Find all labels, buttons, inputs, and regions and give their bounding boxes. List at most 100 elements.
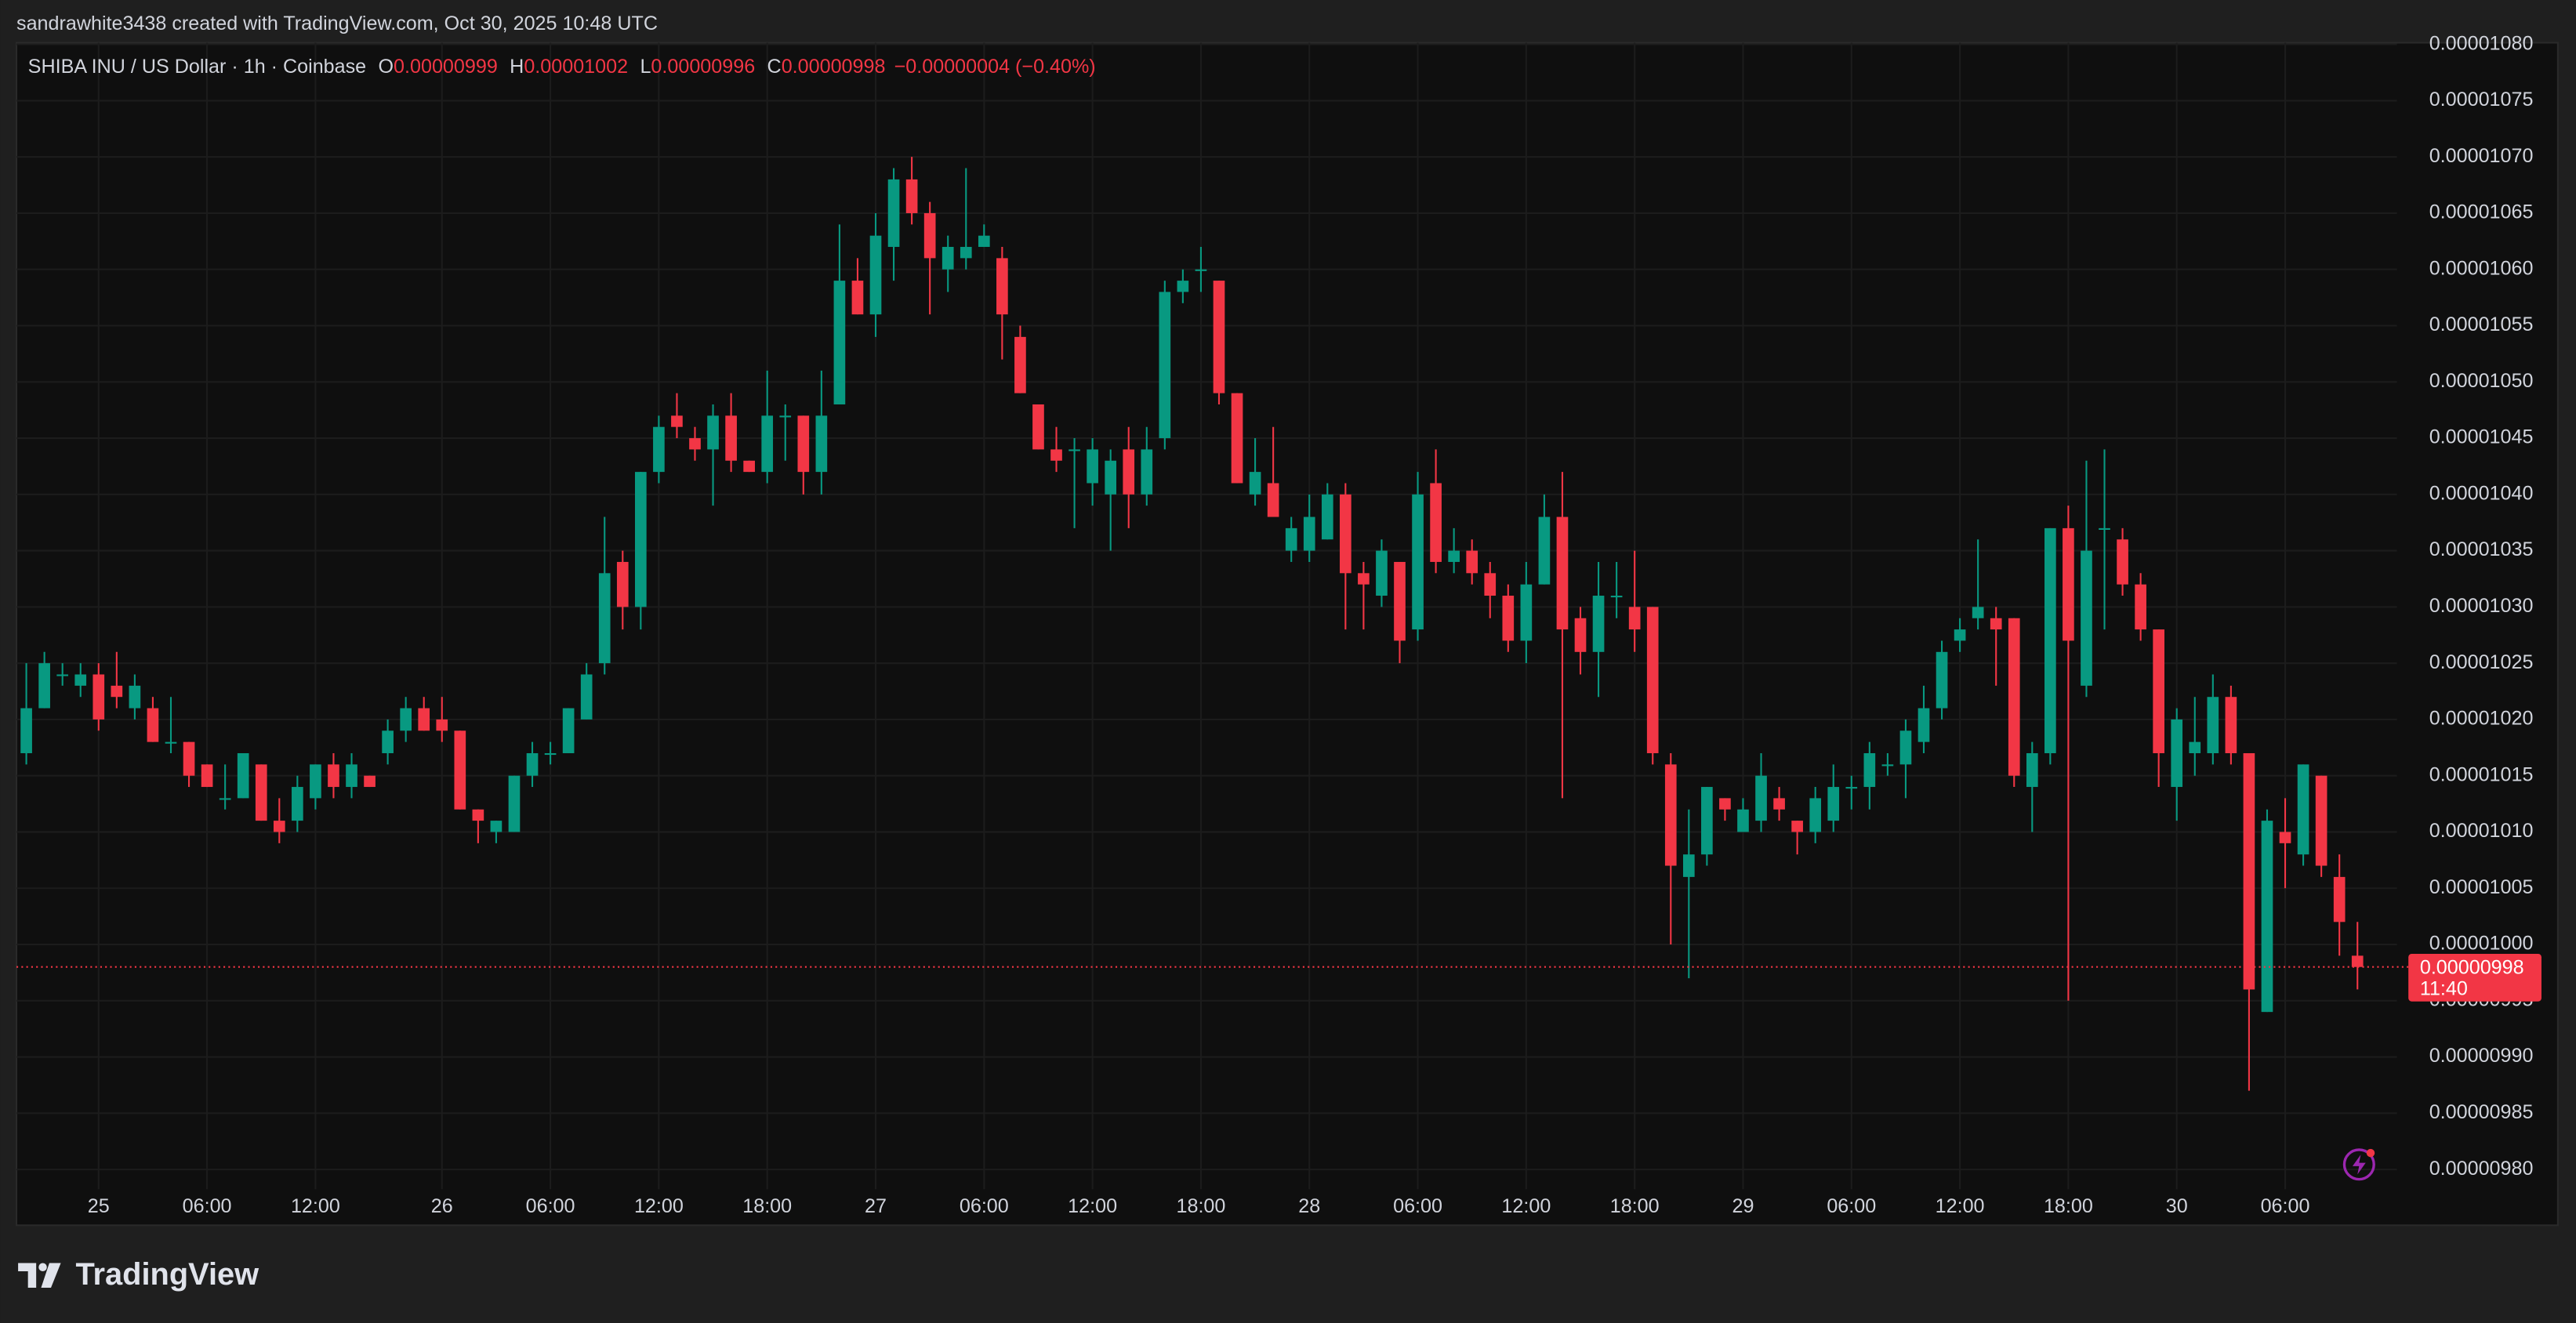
- y-tick-label: 0.00001060: [2429, 257, 2534, 279]
- candles: [16, 157, 2409, 1091]
- candle-body: [1466, 550, 1478, 574]
- candle-body: [707, 415, 719, 450]
- countdown: 11:40: [2420, 978, 2468, 1000]
- y-tick-label: 0.00001080: [2429, 32, 2534, 54]
- y-tick-label: 0.00001030: [2429, 595, 2534, 617]
- candle-body: [129, 685, 141, 709]
- candle-body: [1177, 281, 1189, 292]
- candle-body: [887, 179, 900, 248]
- y-tick-label: 0.00001070: [2429, 145, 2534, 167]
- x-tick-label: 06:00: [526, 1195, 575, 1217]
- candle-body: [942, 247, 954, 270]
- candle-body: [255, 764, 267, 821]
- candle-body: [310, 764, 321, 799]
- candle-body: [833, 281, 846, 404]
- candle-body: [2207, 697, 2219, 753]
- y-tick-label: 0.00001000: [2429, 933, 2534, 955]
- x-tick-label: 18:00: [2044, 1195, 2093, 1217]
- candle-body: [2063, 527, 2074, 641]
- change: −0.00000004 (−0.40%): [894, 56, 1096, 78]
- candle-body: [472, 809, 484, 821]
- ohlc-label: O: [379, 56, 394, 78]
- candle-body: [779, 415, 792, 418]
- candle-body: [147, 708, 159, 742]
- candle-body: [1845, 787, 1858, 789]
- y-tick-label: 0.00001020: [2429, 708, 2534, 730]
- axes: 0.00001080 0.00001075 0.00001070 0.00001065…: [88, 32, 2542, 1217]
- x-tick-label: 28: [1298, 1195, 1320, 1217]
- candle-body: [653, 426, 665, 473]
- candle-body: [436, 719, 448, 731]
- candle-body: [580, 674, 593, 719]
- candle-body: [237, 752, 249, 799]
- candle-body: [1719, 798, 1731, 810]
- ohlc-value: 0.00000998: [782, 56, 886, 78]
- ohlc-value: 0.00000999: [394, 56, 498, 78]
- y-tick-label: 0.00001050: [2429, 370, 2534, 392]
- x-tick-label: 18:00: [1610, 1195, 1660, 1217]
- x-tick-label: 29: [1732, 1195, 1754, 1217]
- legend-row: SHIBA INU / US Dollar · 1h · Coinbase O0…: [28, 56, 1096, 78]
- candle-body: [1448, 550, 1460, 562]
- x-tick-label: 12:00: [1936, 1195, 1985, 1217]
- candle-body: [797, 415, 810, 473]
- candle-body: [1321, 494, 1333, 540]
- candle-body: [292, 787, 303, 821]
- ohlc-label: C: [767, 56, 782, 78]
- y-tick-label: 0.00001015: [2429, 763, 2534, 785]
- candle-body: [1899, 730, 1912, 765]
- x-tick-label: 12:00: [1068, 1195, 1117, 1217]
- candle-body: [562, 708, 575, 753]
- candle-body: [1628, 607, 1641, 630]
- symbol: SHIBA INU / US Dollar · 1h · Coinbase: [28, 56, 366, 78]
- ohlc-label: H: [510, 56, 524, 78]
- candle-body: [1376, 550, 1388, 596]
- y-tick-label: 0.00001055: [2429, 314, 2534, 335]
- y-tick-label: 0.00001035: [2429, 538, 2534, 560]
- candle-body: [1556, 517, 1569, 630]
- candle-body: [2117, 539, 2128, 585]
- candle-body: [1646, 607, 1659, 753]
- x-tick-label: 06:00: [960, 1195, 1009, 1217]
- candle-body: [508, 775, 521, 832]
- candle-body: [2008, 618, 2020, 776]
- y-tick-label: 0.00001025: [2429, 651, 2534, 673]
- candle-body: [2099, 527, 2110, 530]
- candle-body: [1755, 775, 1767, 821]
- watermark: sandrawhite3438 created with TradingView…: [16, 13, 658, 34]
- candle-body: [1737, 809, 1749, 832]
- candle-body: [1917, 708, 1930, 742]
- candle-body: [1936, 651, 1948, 709]
- y-tick-label: 0.00001065: [2429, 201, 2534, 223]
- candle-body: [635, 472, 647, 607]
- candle-body: [111, 685, 123, 698]
- y-tick-label: 0.00000980: [2429, 1158, 2534, 1180]
- candle-body: [1682, 854, 1695, 877]
- candle-body: [400, 708, 412, 731]
- x-tick-label: 06:00: [183, 1195, 232, 1217]
- candle-body: [978, 235, 990, 248]
- x-tick-label: 06:00: [2261, 1195, 2310, 1217]
- candle-body: [1285, 527, 1297, 551]
- candle-body: [1791, 821, 1803, 832]
- logo: TradingView: [18, 1257, 259, 1292]
- candle-body: [2135, 584, 2146, 630]
- x-tick-label: 30: [2166, 1195, 2188, 1217]
- candle-body: [1213, 281, 1225, 393]
- candle-body: [38, 663, 50, 709]
- candle-body: [2315, 775, 2327, 866]
- candle-body: [364, 775, 376, 788]
- candle-body: [2026, 752, 2038, 788]
- candle-body: [1014, 336, 1026, 393]
- candle-body: [1954, 629, 1966, 641]
- candle-body: [2044, 527, 2056, 753]
- candle-body: [1123, 449, 1135, 495]
- ohlc-label: L: [640, 56, 651, 78]
- candle-body: [2261, 821, 2273, 1013]
- candle-body: [1430, 483, 1442, 562]
- y-tick-label: 0.00001075: [2429, 89, 2534, 111]
- candle-body: [418, 708, 430, 731]
- candle-body: [1231, 393, 1243, 484]
- x-tick-label: 06:00: [1393, 1195, 1442, 1217]
